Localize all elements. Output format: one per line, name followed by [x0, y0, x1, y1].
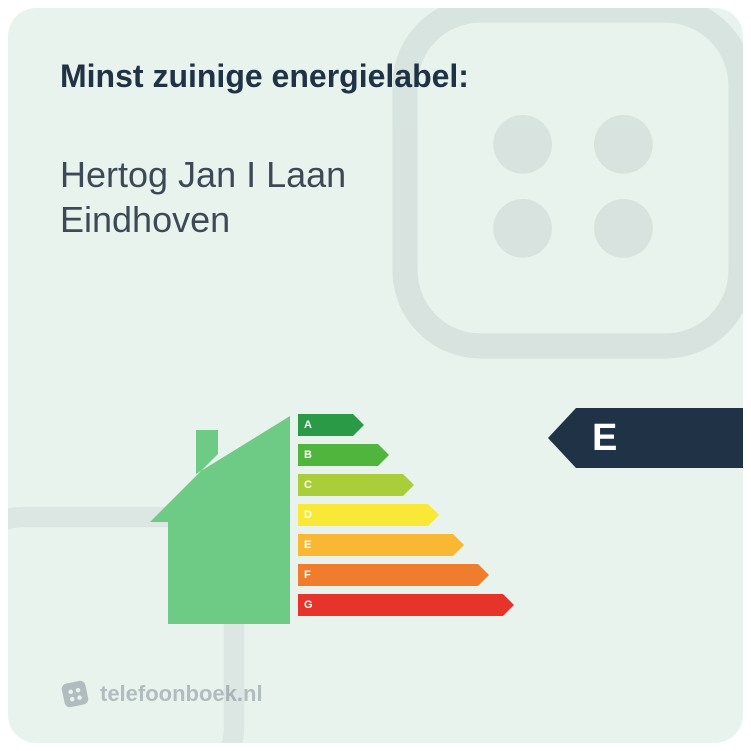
footer: telefoonboek.nl	[60, 679, 263, 709]
address-line-2: Eindhoven	[60, 197, 691, 242]
energy-bar-label: G	[304, 594, 313, 616]
energy-bar-label: D	[304, 504, 312, 526]
footer-text: telefoonboek.nl	[100, 681, 263, 707]
energy-bar-g: G	[298, 592, 514, 618]
page-title: Minst zuinige energielabel:	[60, 56, 691, 96]
energy-label-card: Minst zuinige energielabel: Hertog Jan I…	[8, 8, 743, 743]
energy-chart: ABCDEFG E	[8, 378, 743, 658]
rating-badge-letter: E	[576, 408, 743, 468]
house-icon	[150, 416, 290, 624]
energy-bars: ABCDEFG	[298, 412, 514, 622]
address-block: Hertog Jan I Laan Eindhoven	[60, 152, 691, 242]
energy-bar-d: D	[298, 502, 514, 528]
energy-bar-c: C	[298, 472, 514, 498]
energy-bar-b: B	[298, 442, 514, 468]
energy-bar-e: E	[298, 532, 514, 558]
energy-bar-label: C	[304, 474, 312, 496]
energy-bar-label: B	[304, 444, 312, 466]
energy-bar-label: F	[304, 564, 311, 586]
rating-badge: E	[548, 408, 743, 468]
energy-bar-f: F	[298, 562, 514, 588]
energy-bar-label: A	[304, 414, 312, 436]
address-line-1: Hertog Jan I Laan	[60, 152, 691, 197]
energy-bar-label: E	[304, 534, 311, 556]
phonebook-icon	[57, 676, 93, 712]
energy-bar-a: A	[298, 412, 514, 438]
rating-badge-arrow	[548, 408, 576, 468]
